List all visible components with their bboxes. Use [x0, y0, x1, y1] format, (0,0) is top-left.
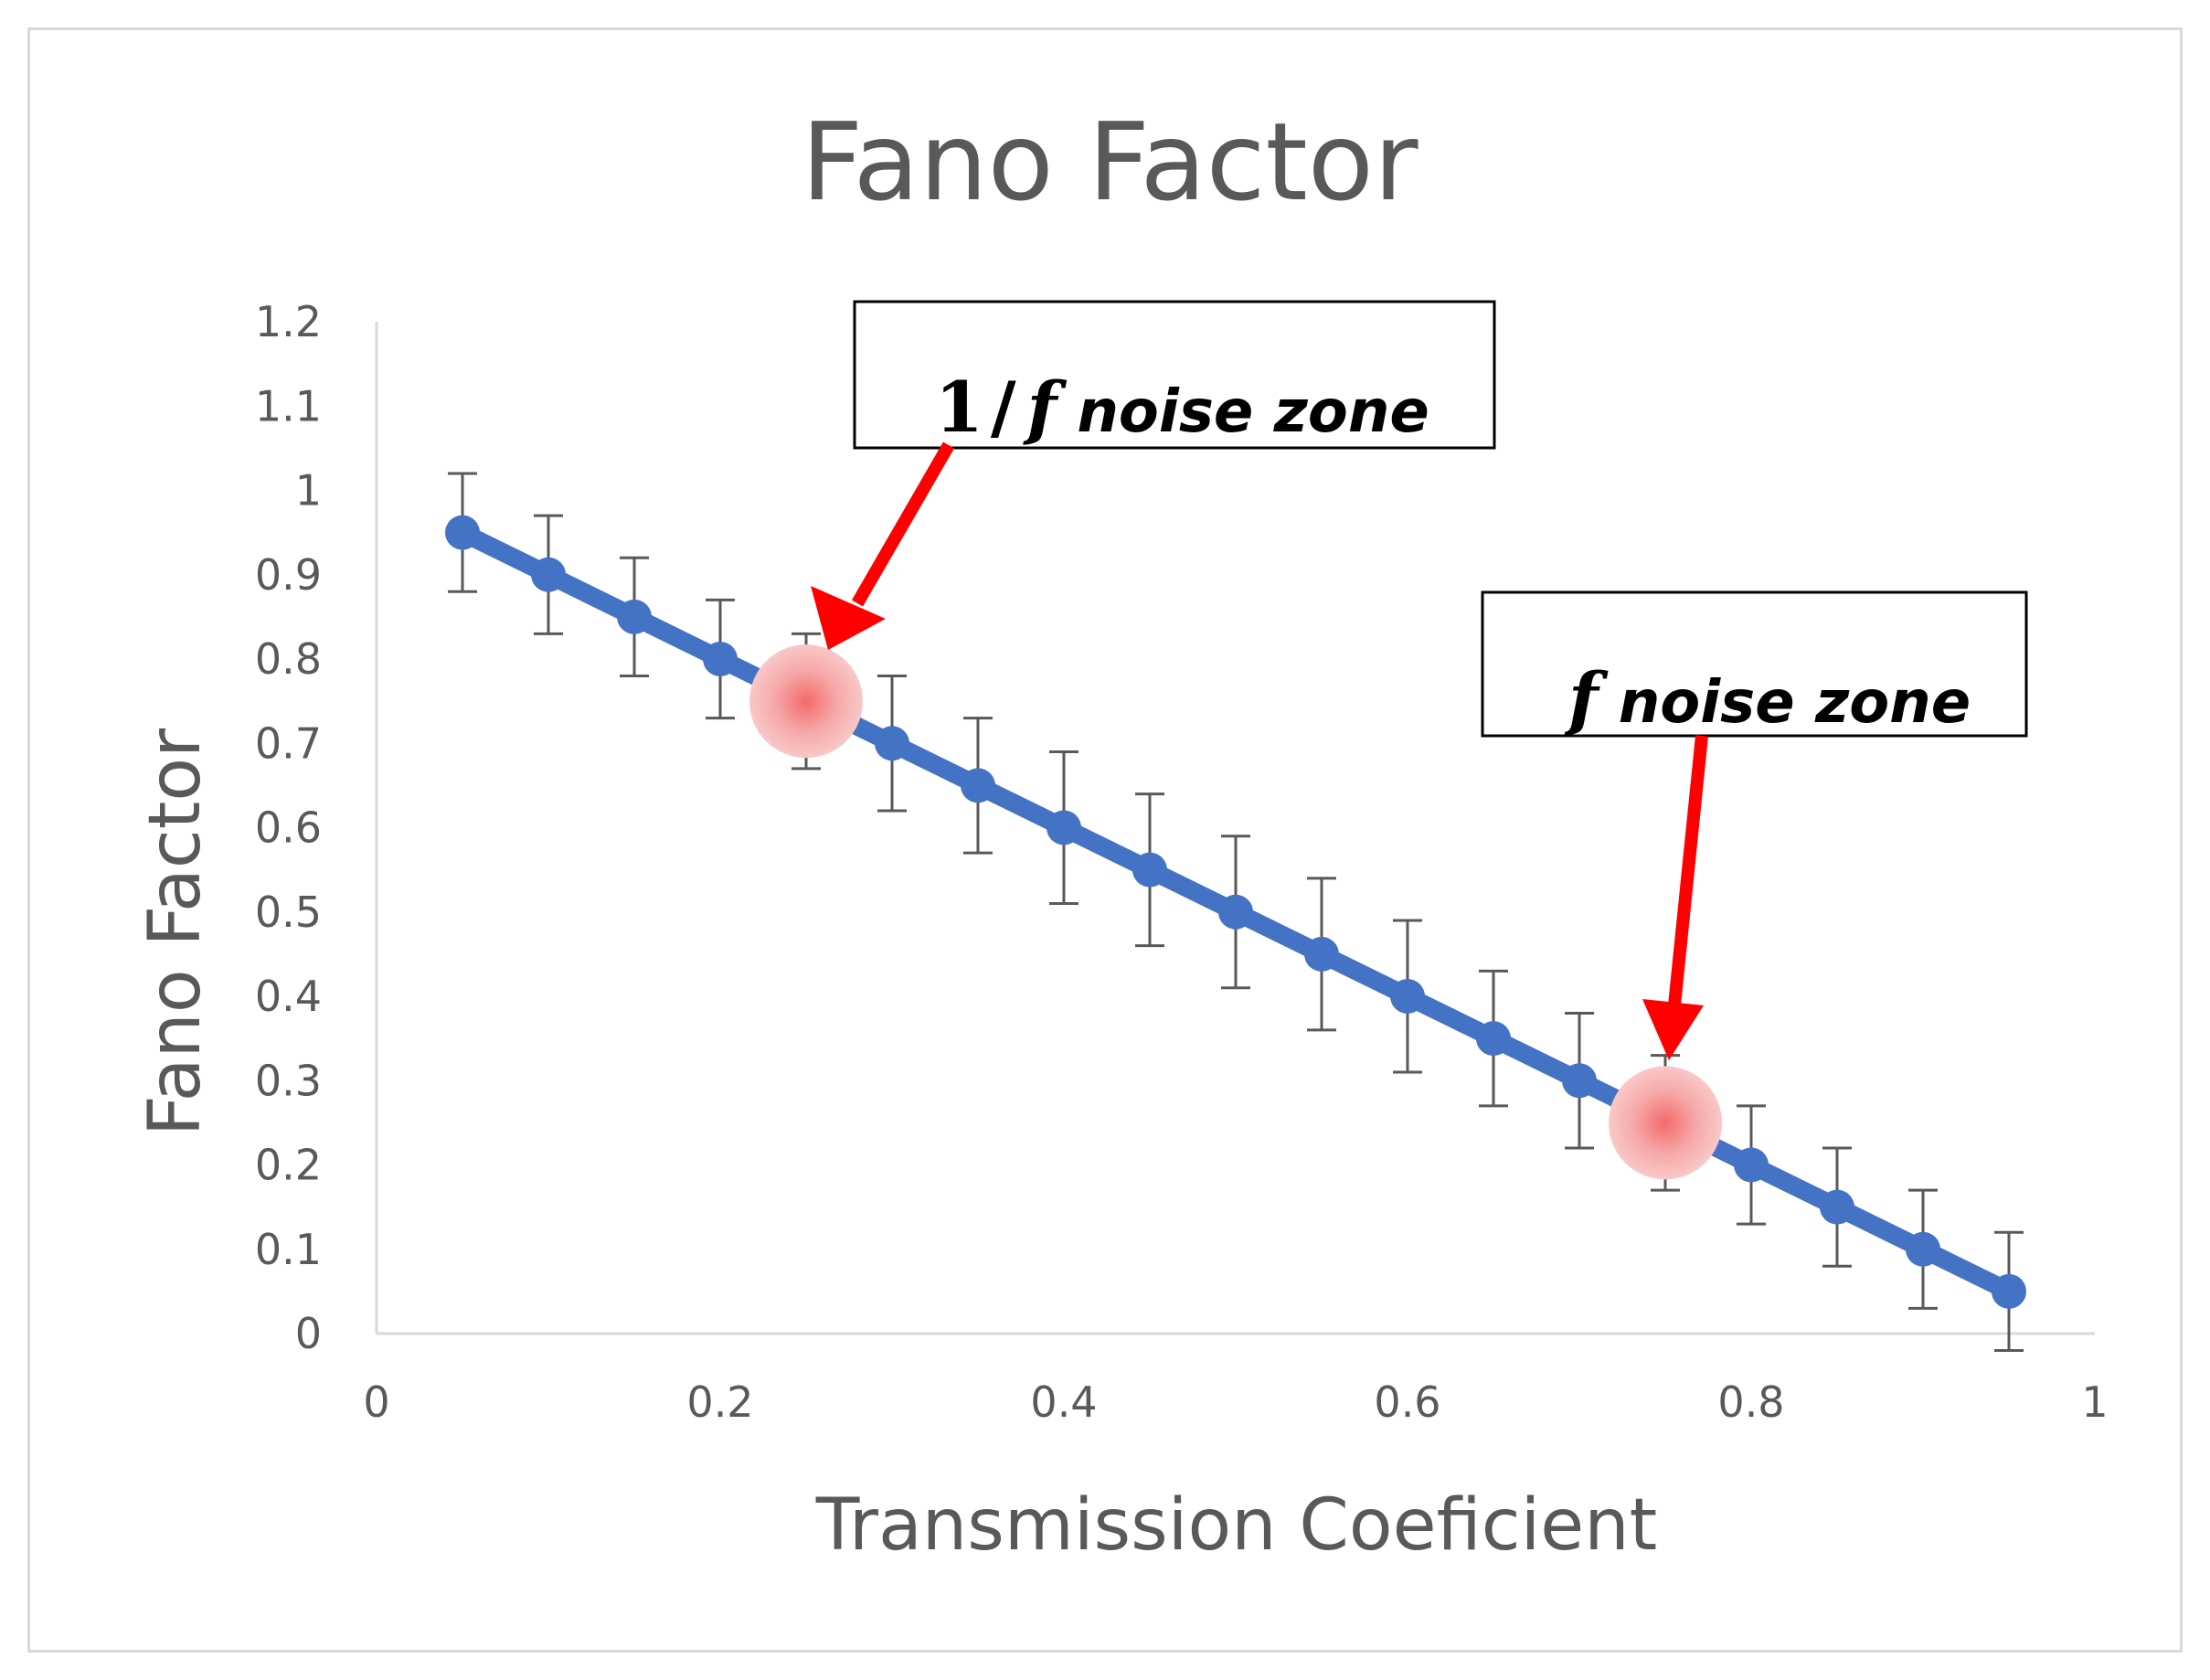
- data-point: [703, 642, 738, 676]
- data-point: [1476, 1021, 1511, 1057]
- y-tick-label: 0.1: [255, 1225, 322, 1274]
- y-tick-label: 0.3: [255, 1056, 322, 1105]
- x-tick-label: 0.8: [1717, 1377, 1784, 1427]
- annotation-arrow-1: [811, 441, 955, 650]
- x-tick-label: 1: [2081, 1377, 2108, 1427]
- data-series: [445, 515, 2026, 1309]
- x-tick-label: 0: [363, 1377, 389, 1427]
- highlight-circle: [1609, 1066, 1722, 1180]
- y-tick-label: 1: [295, 466, 322, 516]
- y-tick-label: 0.2: [255, 1141, 322, 1190]
- data-point: [1047, 810, 1081, 845]
- x-axis-title: Transmission Coeficient: [815, 1484, 1658, 1567]
- x-tick-label: 0.6: [1374, 1377, 1440, 1427]
- data-point: [1132, 852, 1167, 888]
- y-tick-label: 0.8: [255, 634, 322, 684]
- chart-title: Fano Factor: [801, 99, 1418, 225]
- y-tick-label: 0: [295, 1309, 322, 1358]
- y-tick-label: 1.2: [255, 297, 322, 346]
- annotation-box-1: [853, 300, 1496, 450]
- y-tick-label: 0.9: [255, 550, 322, 600]
- data-point: [1906, 1231, 1940, 1267]
- y-tick-label: 0.4: [255, 972, 322, 1021]
- x-tick-label: 0.2: [686, 1377, 753, 1427]
- data-point: [1992, 1273, 2026, 1309]
- annotation-box-2: [1481, 590, 2028, 738]
- data-point: [1218, 894, 1253, 930]
- data-point: [1390, 979, 1425, 1014]
- data-point: [445, 515, 480, 550]
- y-tick-label: 0.6: [255, 803, 322, 853]
- y-tick-label: 1.1: [255, 381, 322, 431]
- annotation-f: f noise zone: [1481, 590, 2028, 739]
- x-tick-label: 0.4: [1030, 1377, 1097, 1427]
- data-point: [961, 768, 995, 803]
- highlight-markers: [749, 644, 1722, 1180]
- y-tick-labels: 0 0.1 0.2 0.3 0.4 0.5 0.6 0.7 0.8 0.9 1 1.1 1.2: [255, 297, 322, 1358]
- y-tick-label: 0.7: [255, 718, 322, 768]
- data-point: [531, 557, 566, 592]
- data-point: [617, 599, 652, 634]
- annotation-1-over-f: 1/f noise zone: [853, 300, 1496, 450]
- axes: [375, 322, 2095, 1335]
- highlight-circle: [749, 644, 863, 759]
- x-tick-labels: 0 0.2 0.4 0.6 0.8 1: [363, 1377, 2108, 1427]
- annotation-arrow-2: [1642, 735, 1708, 1060]
- data-point: [875, 726, 909, 761]
- y-tick-label: 0.5: [255, 888, 322, 937]
- y-axis-title: Fano Factor: [134, 728, 217, 1136]
- data-point: [1304, 936, 1339, 972]
- data-point: [1734, 1147, 1769, 1183]
- data-point: [1562, 1063, 1597, 1099]
- annotation-label-1: 1/f noise zone: [935, 367, 1429, 448]
- annotation-label-2: f noise zone: [1564, 657, 1971, 739]
- data-point: [1820, 1189, 1854, 1225]
